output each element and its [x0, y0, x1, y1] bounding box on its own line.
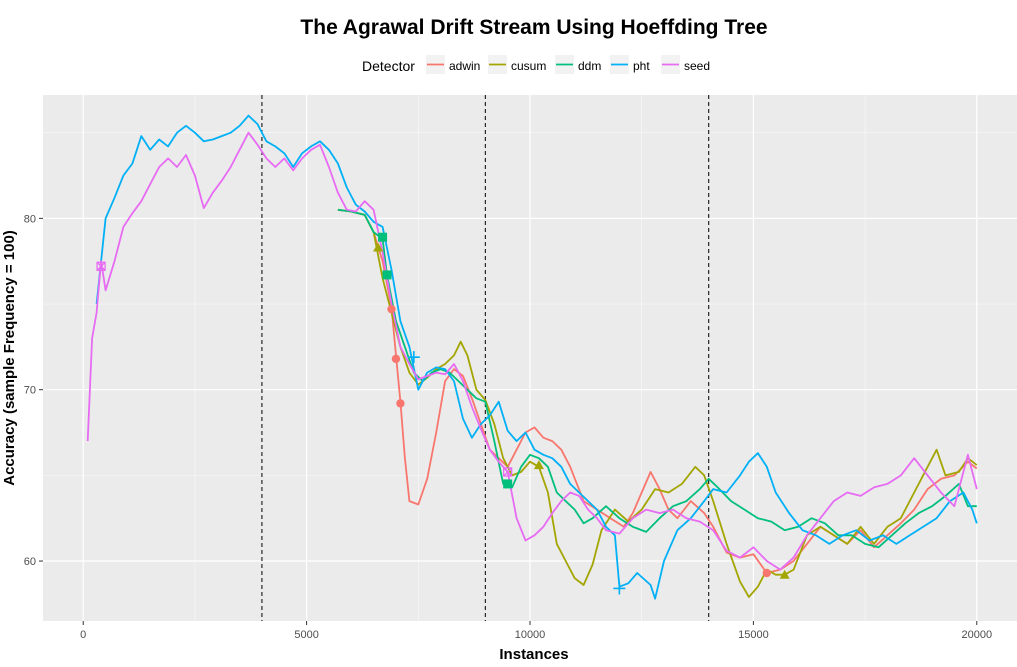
- series-lines: [86, 114, 978, 600]
- y-tick-label: 60: [24, 556, 36, 568]
- detection-marker-adwin: [387, 304, 396, 314]
- x-tick-label: 5000: [294, 629, 318, 641]
- series-line-seed: [86, 131, 978, 571]
- x-axis-label: Instances: [499, 646, 568, 662]
- legend-item-ddm: ddm: [555, 55, 601, 74]
- y-axis: 60 70 80: [24, 213, 43, 568]
- x-tick-label: 10000: [515, 629, 546, 641]
- legend-label: cusum: [511, 59, 546, 73]
- legend-label: adwin: [449, 59, 480, 73]
- x-tick-label: 15000: [738, 629, 769, 641]
- x-tick-label: 0: [80, 629, 86, 641]
- detection-marker-cusum: [533, 460, 544, 470]
- legend-item-cusum: cusum: [488, 55, 546, 74]
- detection-marker-pht: [613, 582, 626, 595]
- detection-marker-ddm: [503, 479, 513, 489]
- detection-marker-adwin: [391, 354, 401, 364]
- detection-marker-seed: [96, 261, 106, 271]
- x-axis: 0 5000 10000 15000 20000: [80, 621, 992, 641]
- chart-title: The Agrawal Drift Stream Using Hoeffding…: [300, 16, 767, 39]
- legend-label: seed: [684, 59, 710, 73]
- detection-marker-cusum: [779, 569, 790, 579]
- legend-label: ddm: [578, 59, 601, 73]
- legend-item-adwin: adwin: [426, 55, 480, 74]
- legend-item-seed: seed: [661, 55, 710, 74]
- detection-markers: [96, 232, 790, 595]
- legend-label: pht: [633, 59, 650, 73]
- y-axis-label: Accuracy (sample Frequency = 100): [1, 230, 18, 486]
- detection-marker-adwin: [396, 399, 405, 408]
- detection-marker-adwin: [762, 568, 771, 578]
- legend-title: Detector: [362, 58, 415, 74]
- detection-marker-pht: [407, 351, 420, 364]
- detection-marker-ddm: [378, 232, 388, 242]
- detection-marker-cusum: [373, 242, 384, 252]
- grid: [43, 95, 1017, 621]
- detection-marker-ddm: [382, 270, 392, 280]
- legend: Detector adwin cusum ddm pht seed: [362, 55, 710, 74]
- x-tick-label: 20000: [961, 629, 992, 641]
- detection-marker-seed: [503, 467, 513, 477]
- drift-lines: [261, 95, 710, 621]
- series-line-pht: [95, 114, 978, 600]
- legend-item-pht: pht: [610, 55, 650, 74]
- y-tick-label: 80: [24, 213, 36, 225]
- y-tick-label: 70: [24, 385, 36, 397]
